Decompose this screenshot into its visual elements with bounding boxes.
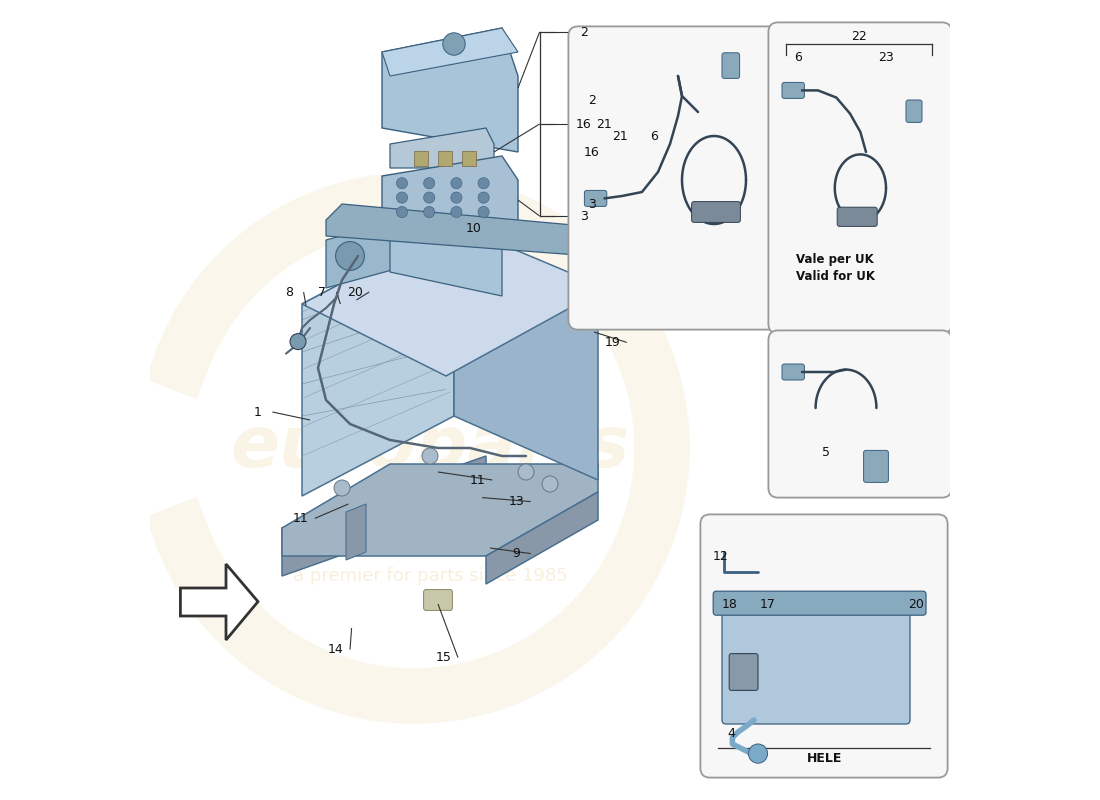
- Text: europarts: europarts: [230, 414, 629, 482]
- Circle shape: [542, 476, 558, 492]
- Circle shape: [588, 254, 607, 274]
- Polygon shape: [590, 240, 606, 288]
- Circle shape: [478, 192, 490, 203]
- Polygon shape: [382, 156, 518, 228]
- Circle shape: [518, 464, 534, 480]
- Polygon shape: [302, 224, 606, 376]
- Text: 13: 13: [508, 495, 525, 508]
- Circle shape: [424, 192, 434, 203]
- Polygon shape: [390, 128, 494, 168]
- Circle shape: [396, 206, 408, 218]
- Text: 12: 12: [713, 550, 728, 562]
- Polygon shape: [382, 28, 518, 152]
- Polygon shape: [454, 224, 598, 480]
- FancyBboxPatch shape: [722, 53, 739, 78]
- Polygon shape: [180, 564, 258, 640]
- Text: 15: 15: [436, 651, 451, 664]
- Text: 14: 14: [328, 643, 343, 656]
- Circle shape: [748, 744, 768, 763]
- Text: 6: 6: [650, 130, 658, 142]
- Polygon shape: [326, 216, 414, 288]
- FancyBboxPatch shape: [692, 202, 740, 222]
- Circle shape: [478, 178, 490, 189]
- Text: 4: 4: [728, 727, 736, 740]
- Circle shape: [290, 334, 306, 350]
- Polygon shape: [390, 208, 502, 240]
- FancyBboxPatch shape: [462, 151, 476, 166]
- FancyBboxPatch shape: [569, 26, 783, 330]
- FancyBboxPatch shape: [713, 591, 926, 615]
- FancyBboxPatch shape: [906, 100, 922, 122]
- Text: 17: 17: [760, 598, 775, 610]
- Text: 10: 10: [466, 222, 482, 234]
- FancyBboxPatch shape: [438, 151, 452, 166]
- Text: 5: 5: [822, 446, 830, 458]
- Text: Valid for UK: Valid for UK: [796, 270, 876, 282]
- Text: 20: 20: [909, 598, 924, 610]
- FancyBboxPatch shape: [584, 190, 607, 206]
- Text: 1: 1: [254, 406, 262, 418]
- Text: 2: 2: [587, 94, 595, 106]
- FancyBboxPatch shape: [769, 330, 952, 498]
- FancyBboxPatch shape: [864, 450, 889, 482]
- Text: HELE: HELE: [806, 752, 843, 765]
- Circle shape: [424, 206, 434, 218]
- Polygon shape: [302, 224, 454, 496]
- Text: 8: 8: [285, 286, 294, 298]
- FancyBboxPatch shape: [782, 364, 804, 380]
- Text: 20: 20: [346, 286, 363, 298]
- Circle shape: [336, 242, 364, 270]
- FancyBboxPatch shape: [769, 22, 952, 334]
- Polygon shape: [486, 492, 598, 584]
- Text: a premier for parts since 1985: a premier for parts since 1985: [293, 567, 568, 585]
- Text: 11: 11: [293, 512, 308, 525]
- Text: 21: 21: [612, 130, 627, 142]
- Text: 7: 7: [318, 286, 326, 298]
- Text: Vale per UK: Vale per UK: [796, 253, 874, 266]
- Circle shape: [443, 33, 465, 55]
- Polygon shape: [282, 456, 486, 576]
- Circle shape: [424, 178, 434, 189]
- Text: 21: 21: [596, 118, 613, 130]
- Circle shape: [396, 192, 408, 203]
- Circle shape: [451, 192, 462, 203]
- Circle shape: [334, 480, 350, 496]
- FancyBboxPatch shape: [701, 514, 947, 778]
- Polygon shape: [390, 208, 502, 296]
- Text: 11: 11: [470, 474, 486, 486]
- FancyBboxPatch shape: [414, 151, 428, 166]
- Polygon shape: [326, 204, 606, 256]
- FancyBboxPatch shape: [782, 82, 804, 98]
- Polygon shape: [346, 504, 366, 560]
- Text: 2: 2: [580, 26, 587, 38]
- Text: 3: 3: [587, 198, 595, 210]
- Polygon shape: [382, 28, 518, 76]
- Text: 22: 22: [851, 30, 867, 43]
- FancyBboxPatch shape: [424, 590, 452, 610]
- Circle shape: [451, 178, 462, 189]
- Circle shape: [478, 206, 490, 218]
- Text: 6: 6: [794, 51, 802, 64]
- Text: 18: 18: [722, 598, 738, 610]
- FancyBboxPatch shape: [729, 654, 758, 690]
- Circle shape: [422, 448, 438, 464]
- Text: 23: 23: [878, 51, 894, 64]
- Text: 19: 19: [605, 336, 620, 349]
- Circle shape: [396, 178, 408, 189]
- Text: 9: 9: [513, 547, 520, 560]
- FancyBboxPatch shape: [837, 207, 877, 226]
- Polygon shape: [282, 464, 598, 556]
- Circle shape: [451, 206, 462, 218]
- FancyBboxPatch shape: [722, 604, 910, 724]
- Text: 16: 16: [575, 118, 592, 130]
- Text: 3: 3: [580, 210, 587, 222]
- Text: 16: 16: [584, 146, 600, 158]
